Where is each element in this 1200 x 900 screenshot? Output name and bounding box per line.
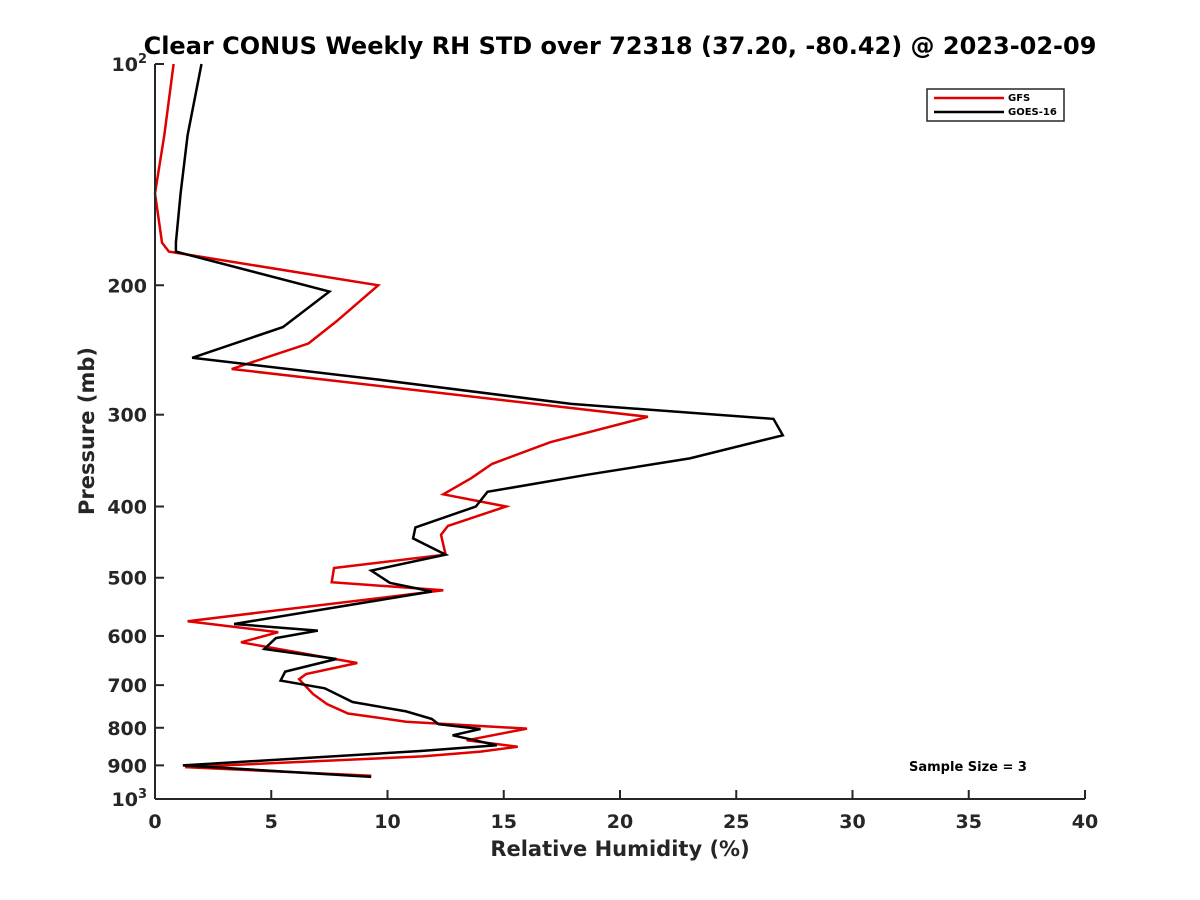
chart-title: Clear CONUS Weekly RH STD over 72318 (37… (144, 32, 1097, 60)
y-tick-label: 102 (112, 52, 148, 76)
y-axis-label: Pressure (mb) (75, 347, 99, 515)
sample-size-annotation: Sample Size = 3 (909, 760, 1027, 775)
x-tick-label: 40 (1072, 811, 1098, 833)
y-tick-label: 300 (107, 405, 147, 427)
x-tick-label: 25 (723, 811, 749, 833)
x-tick-label: 5 (265, 811, 278, 833)
x-tick-label: 35 (956, 811, 982, 833)
y-tick-label: 400 (107, 497, 147, 519)
x-tick-label: 20 (607, 811, 633, 833)
x-axis-label: Relative Humidity (%) (490, 837, 749, 861)
series-line-gfs (153, 63, 649, 778)
x-tick-label: 15 (491, 811, 517, 833)
y-tick-label: 103 (112, 787, 148, 811)
legend: GFS GOES-16 (926, 88, 1065, 122)
legend-label-gfs: GFS (1008, 93, 1030, 104)
y-tick-label: 500 (107, 568, 147, 590)
series-line-goes-16 (174, 63, 785, 779)
x-tick-label: 0 (148, 811, 161, 833)
series-layer (153, 63, 785, 779)
x-tick-label: 30 (839, 811, 865, 833)
legend-label-goes-16: GOES-16 (1008, 107, 1057, 118)
y-ticks: 102 200 300 400 500 600 700 800 900 103 (107, 52, 164, 811)
y-tick-label: 700 (107, 675, 147, 697)
legend-box (926, 88, 1065, 122)
x-tick-label: 10 (374, 811, 400, 833)
x-ticks: 0 5 10 15 20 25 30 35 40 (148, 790, 1098, 833)
y-tick-label: 800 (107, 718, 147, 740)
y-tick-label: 600 (107, 626, 147, 648)
y-tick-label: 900 (107, 755, 147, 777)
y-tick-label: 200 (107, 275, 147, 297)
